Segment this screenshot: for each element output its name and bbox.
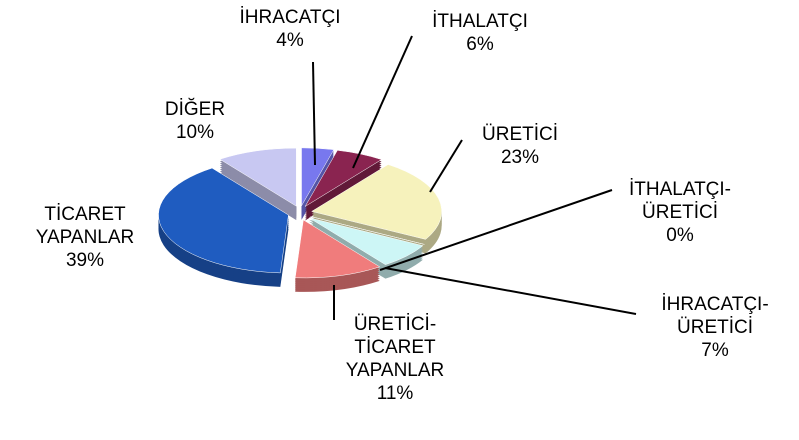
slice-label: İTHALATÇI-ÜRETİCİ 0% bbox=[610, 178, 750, 247]
value-label: 4% bbox=[276, 30, 304, 51]
slice-label: İTHALATÇI 6% bbox=[380, 10, 580, 56]
category-label: ÜRETİCİ-TİCARET YAPANLAR bbox=[345, 314, 445, 381]
slice bbox=[301, 147, 335, 207]
leader-line bbox=[312, 61, 316, 166]
slice-label: ÜRETİCİ-TİCARET YAPANLAR 11% bbox=[330, 313, 460, 405]
value-label: 11% bbox=[376, 383, 414, 404]
slice bbox=[158, 167, 289, 274]
value-label: 6% bbox=[466, 34, 494, 55]
slice bbox=[308, 217, 424, 265]
leader-line bbox=[384, 267, 637, 315]
value-label: 7% bbox=[701, 340, 729, 361]
leader-line bbox=[352, 35, 413, 169]
category-label: İHRACATÇI bbox=[239, 7, 341, 28]
slice-label: ÜRETİCİ 23% bbox=[420, 123, 620, 169]
category-label: TİCARET YAPANLAR bbox=[35, 204, 135, 248]
leader-line bbox=[429, 139, 463, 193]
value-label: 39% bbox=[65, 250, 105, 271]
slice bbox=[219, 147, 297, 207]
value-label: 23% bbox=[500, 147, 540, 168]
slice bbox=[294, 219, 381, 279]
category-label: ÜRETİCİ bbox=[482, 124, 558, 145]
value-label: 10% bbox=[175, 122, 215, 143]
category-label: DİĞER bbox=[164, 99, 226, 120]
leader-line bbox=[379, 189, 613, 271]
category-label: İTHALATÇI bbox=[432, 11, 528, 32]
value-label: 0% bbox=[666, 225, 694, 246]
slice-label: DİĞER 10% bbox=[95, 98, 295, 144]
slice-label: İHRACATÇI-ÜRETİCİ 7% bbox=[645, 293, 785, 362]
slice bbox=[311, 164, 442, 240]
category-label: İHRACATÇI-ÜRETİCİ bbox=[661, 294, 769, 338]
category-label: İTHALATÇI-ÜRETİCİ bbox=[628, 179, 732, 223]
slice-label: TİCARET YAPANLAR 39% bbox=[10, 203, 160, 272]
slice-label: İHRACATÇI 4% bbox=[190, 6, 390, 52]
slice bbox=[304, 150, 383, 207]
